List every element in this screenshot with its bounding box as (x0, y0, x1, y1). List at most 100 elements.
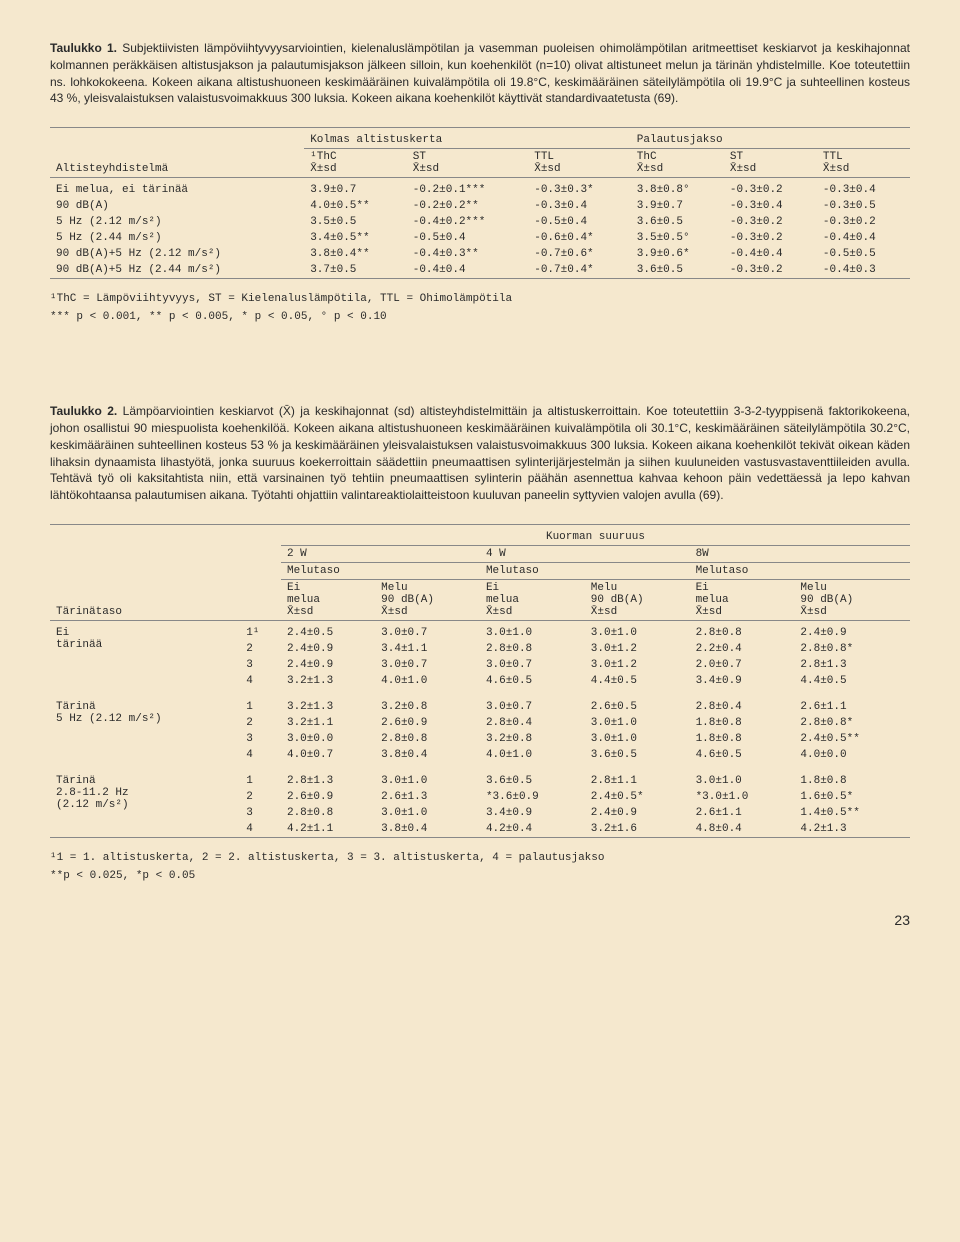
data-cell: -0.3±0.4 (528, 198, 631, 214)
table-row: Ei melua, ei tärinää3.9±0.7-0.2±0.1***-0… (50, 182, 910, 198)
data-cell: 4.0±0.0 (794, 747, 910, 763)
table2-sub-header: Melu 90 dB(A) X̄±sd (375, 579, 480, 620)
data-cell: 3.8±0.4** (304, 246, 407, 262)
data-cell: -0.5±0.5 (817, 246, 910, 262)
table2-sub-header: Ei melua X̄±sd (281, 579, 375, 620)
data-cell: 3.0±1.0 (585, 625, 690, 641)
table2-sub-header: Ei melua X̄±sd (480, 579, 585, 620)
data-cell: 3.0±0.0 (281, 731, 375, 747)
page-number: 23 (50, 912, 910, 928)
data-cell: 1.8±0.8 (794, 773, 910, 789)
data-cell: 3.4±1.1 (375, 641, 480, 657)
data-cell: 2.2±0.4 (690, 641, 795, 657)
data-cell: 4.0±1.0 (375, 673, 480, 689)
data-cell: -0.3±0.4 (724, 198, 817, 214)
data-cell: 3.0±1.2 (585, 641, 690, 657)
data-cell: 4.0±0.5** (304, 198, 407, 214)
data-cell: -0.4±0.2*** (407, 214, 529, 230)
table-row: 5 Hz (2.44 m/s²)3.4±0.5**-0.5±0.4-0.6±0.… (50, 230, 910, 246)
data-cell: 3.2±0.8 (375, 699, 480, 715)
data-cell: 2.8±0.8 (480, 641, 585, 657)
table2-caption: Taulukko 2. Lämpöarviointien keskiarvot … (50, 403, 910, 504)
data-cell: 3.0±0.7 (480, 699, 585, 715)
data-cell: -0.4±0.4 (817, 230, 910, 246)
row-label: 5 Hz (2.12 m/s²) (50, 214, 304, 230)
data-cell: 3.0±0.7 (375, 625, 480, 641)
data-cell: -0.3±0.2 (724, 214, 817, 230)
data-cell: 3.0±1.0 (375, 773, 480, 789)
data-cell: 2.4±0.5* (585, 789, 690, 805)
data-cell: 2.6±0.5 (585, 699, 690, 715)
table2-super-header: Kuorman suuruus (281, 529, 910, 546)
data-cell: -0.3±0.2 (724, 182, 817, 198)
data-cell: 2.8±1.3 (281, 773, 375, 789)
table1-col-header: ThC X̄±sd (631, 149, 724, 178)
data-cell: 2.8±0.8* (794, 641, 910, 657)
data-cell: 3.2±1.3 (281, 699, 375, 715)
data-cell: 2.4±0.9 (281, 657, 375, 673)
table-row: 5 Hz (2.12 m/s²)3.5±0.5-0.4±0.2***-0.5±0… (50, 214, 910, 230)
data-cell: 2.8±0.4 (690, 699, 795, 715)
data-cell: 3.0±0.7 (480, 657, 585, 673)
data-cell: 2.8±1.1 (585, 773, 690, 789)
data-cell: 4.4±0.5 (794, 673, 910, 689)
data-cell: 1.4±0.5** (794, 805, 910, 821)
row-number: 2 (240, 715, 281, 731)
table2-caption-title: Taulukko 2. (50, 404, 117, 418)
data-cell: 3.9±0.7 (304, 182, 407, 198)
data-cell: 3.2±0.8 (480, 731, 585, 747)
data-cell: *3.6±0.9 (480, 789, 585, 805)
table2-load-header: 2 W (281, 545, 480, 562)
data-cell: 3.5±0.5° (631, 230, 724, 246)
table2-sub-header: Melu 90 dB(A) X̄±sd (794, 579, 910, 620)
table2-melutaso: Melutaso (281, 562, 480, 579)
block-label: Ei tärinää (50, 625, 240, 689)
data-cell: 3.2±1.3 (281, 673, 375, 689)
data-cell: 1.8±0.8 (690, 731, 795, 747)
row-label: 5 Hz (2.44 m/s²) (50, 230, 304, 246)
table1-caption: Taulukko 1. Subjektiivisten lämpöviihtyv… (50, 40, 910, 107)
data-cell: 2.4±0.9 (585, 805, 690, 821)
data-cell: -0.5±0.4 (407, 230, 529, 246)
data-cell: -0.3±0.5 (817, 198, 910, 214)
data-cell: 2.8±1.3 (794, 657, 910, 673)
data-cell: 4.0±1.0 (480, 747, 585, 763)
row-label: 90 dB(A)+5 Hz (2.12 m/s²) (50, 246, 304, 262)
table1: Kolmas altistuskerta Palautusjakso Altis… (50, 127, 910, 283)
data-cell: -0.3±0.3* (528, 182, 631, 198)
data-cell: 2.4±0.9 (281, 641, 375, 657)
row-number: 4 (240, 747, 281, 763)
data-cell: 3.0±1.0 (375, 805, 480, 821)
data-cell: 3.4±0.9 (480, 805, 585, 821)
data-cell: -0.6±0.4* (528, 230, 631, 246)
data-cell: -0.4±0.4 (407, 262, 529, 279)
row-number: 4 (240, 673, 281, 689)
data-cell: -0.3±0.2 (817, 214, 910, 230)
data-cell: 3.0±1.0 (690, 773, 795, 789)
table-row: Tärinä 2.8-11.2 Hz (2.12 m/s²)12.8±1.33.… (50, 773, 910, 789)
row-label: 90 dB(A) (50, 198, 304, 214)
data-cell: 1.6±0.5* (794, 789, 910, 805)
data-cell: -0.3±0.4 (817, 182, 910, 198)
data-cell: 4.2±1.3 (794, 821, 910, 838)
data-cell: 2.4±0.5 (281, 625, 375, 641)
data-cell: 2.6±1.3 (375, 789, 480, 805)
data-cell: 3.0±1.0 (585, 731, 690, 747)
row-number: 3 (240, 805, 281, 821)
table2-load-header: 4 W (480, 545, 690, 562)
data-cell: 3.8±0.4 (375, 747, 480, 763)
data-cell: 4.2±0.4 (480, 821, 585, 838)
table2-sub-header: Melu 90 dB(A) X̄±sd (585, 579, 690, 620)
table1-col-header: ST X̄±sd (407, 149, 529, 178)
data-cell: -0.4±0.3** (407, 246, 529, 262)
table1-footnote2: *** p < 0.001, ** p < 0.005, * p < 0.05,… (50, 311, 910, 323)
data-cell: 3.0±1.0 (480, 625, 585, 641)
table2-sub-header: Ei melua X̄±sd (690, 579, 795, 620)
table2-row-label-header: Tärinätaso (50, 579, 240, 620)
data-cell: -0.2±0.2** (407, 198, 529, 214)
data-cell: 2.6±1.1 (794, 699, 910, 715)
data-cell: 1.8±0.8 (690, 715, 795, 731)
table1-group-header-1: Kolmas altistuskerta (304, 132, 631, 149)
table1-caption-title: Taulukko 1. (50, 41, 117, 55)
row-number: 3 (240, 657, 281, 673)
